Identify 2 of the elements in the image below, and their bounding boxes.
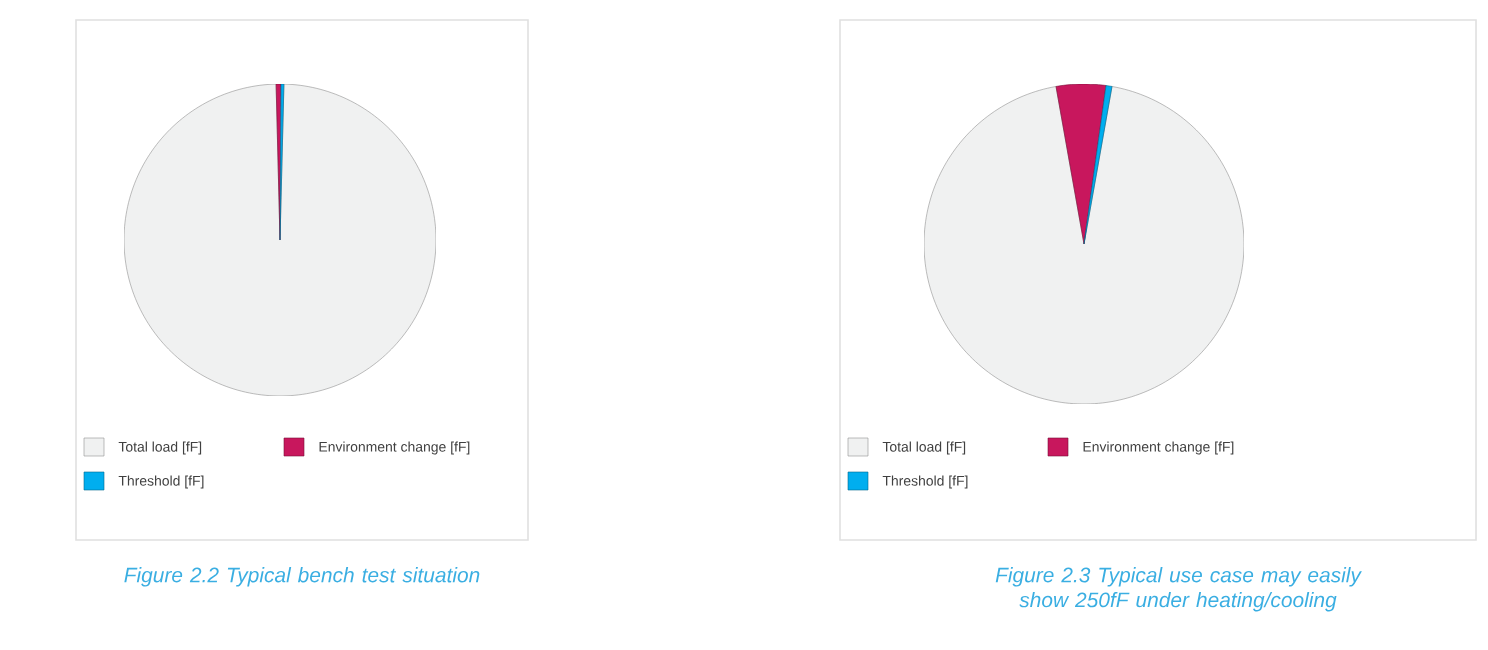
- caption: Figure 2.2 Typical bench test situation: [124, 567, 480, 587]
- caption: Figure 2.3 Typical use case may easily show 250fF under heating/cooling: [995, 567, 1362, 612]
